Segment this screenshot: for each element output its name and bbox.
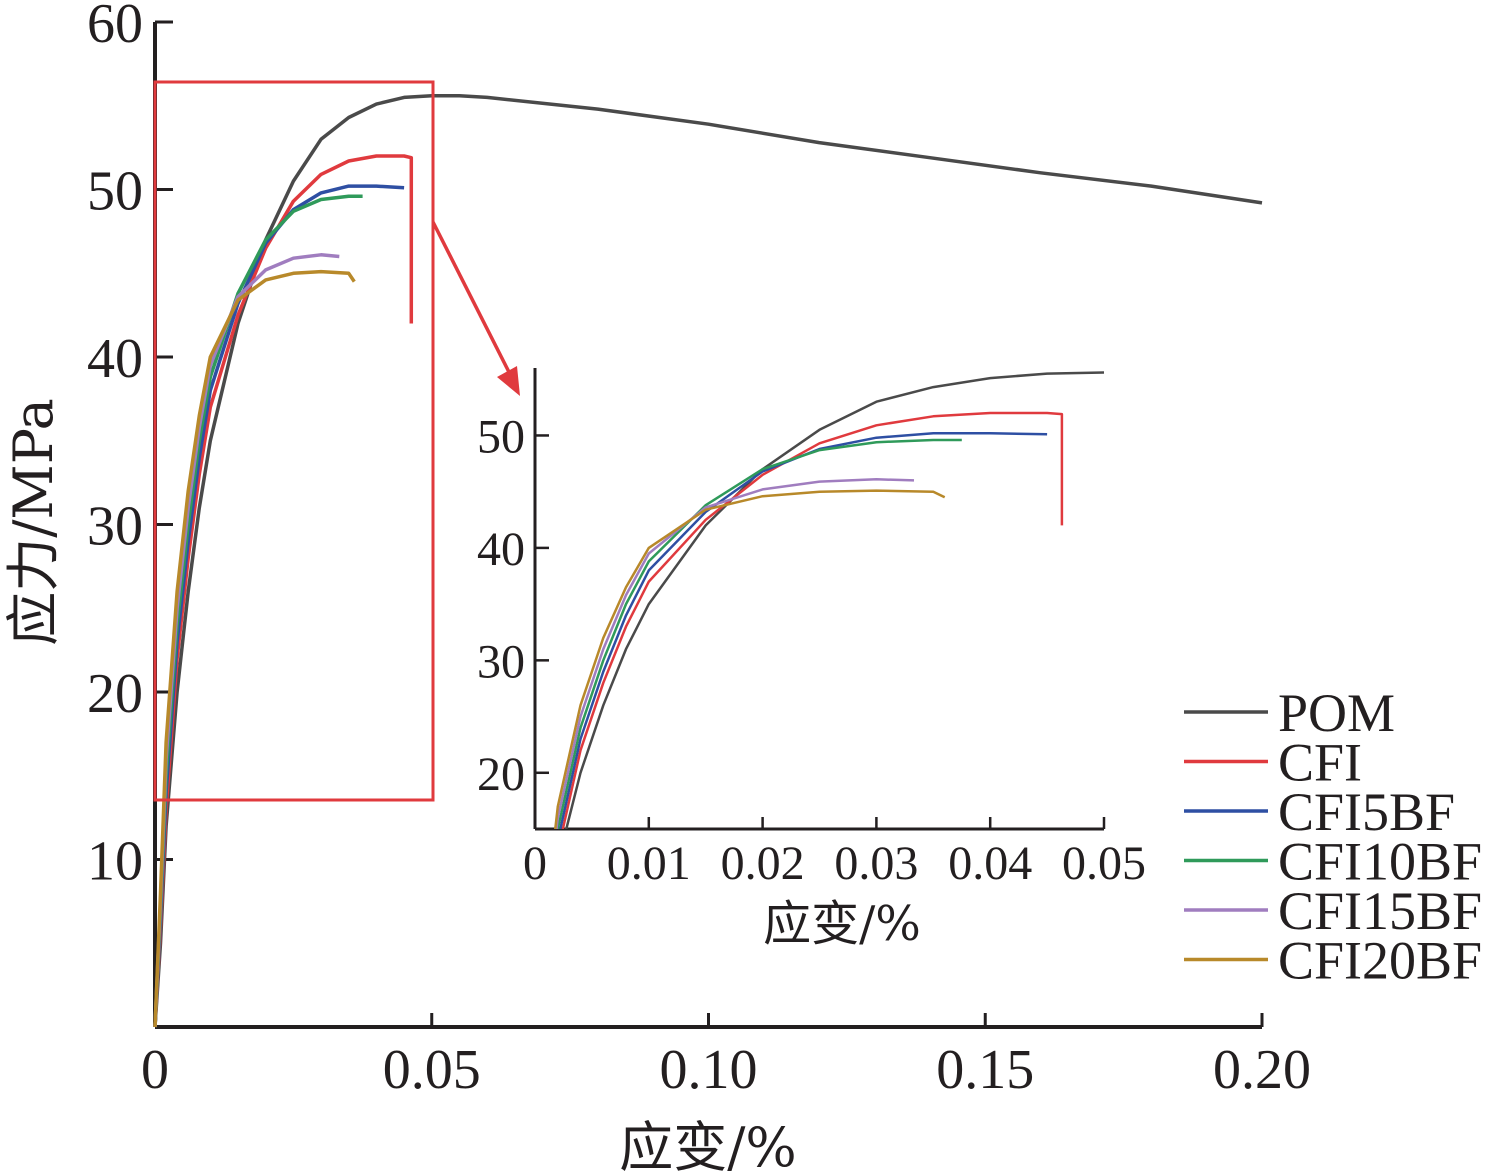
main-x-tick-label: 0.15 xyxy=(936,1039,1034,1101)
inset-y-tick-label: 40 xyxy=(477,523,525,576)
main-y-tick-label: 60 xyxy=(87,0,143,55)
inset-y-tick-label: 20 xyxy=(477,748,525,801)
main-series-cfi xyxy=(153,154,414,1028)
inset-x-tick-label: 0.03 xyxy=(834,837,918,890)
zoom-arrow-head xyxy=(497,366,520,396)
main-x-tick-label: 0.10 xyxy=(660,1039,758,1101)
zoom-arrow-line xyxy=(431,221,514,379)
inset-x-tick-label: 0 xyxy=(523,837,547,890)
inset-ticks: 0 0.01 0.02 0.03 0.04 0.05 20 30 40 50 xyxy=(477,410,1146,890)
legend-label-cfi20bf: CFI20BF xyxy=(1278,931,1482,991)
zoom-box xyxy=(153,80,435,802)
inset-series-cfi5bf xyxy=(559,431,1048,829)
inset-series-cfi20bf xyxy=(554,489,946,829)
legend-label-cfi10bf: CFI10BF xyxy=(1278,832,1482,892)
inset-x-axis-title: 应变/% xyxy=(763,896,921,952)
legend-label-cfi: CFI xyxy=(1278,733,1362,793)
inset-x-tick-label: 0.02 xyxy=(721,837,805,890)
main-y-tick-label: 40 xyxy=(87,328,143,390)
main-y-tick-label: 10 xyxy=(87,831,143,893)
inset-y-tick-label: 30 xyxy=(477,635,525,688)
inset-y-tick-label: 50 xyxy=(477,410,525,463)
main-series-lines xyxy=(153,93,1263,1028)
main-series-cfi20bf xyxy=(153,269,356,1028)
inset-series-cfi15bf xyxy=(555,478,915,829)
inset-x-tick-label: 0.04 xyxy=(948,837,1032,890)
inset-series-lines xyxy=(554,371,1105,829)
main-series-cfi5bf xyxy=(153,184,405,1028)
zoom-indicator xyxy=(153,80,520,802)
main-y-axis-title: 应力/MPa xyxy=(2,398,65,646)
legend-label-cfi5bf: CFI5BF xyxy=(1278,782,1455,842)
inset-x-tick-label: 0.01 xyxy=(607,837,691,890)
main-series-pom xyxy=(153,93,1263,1028)
inset-series-cfi10bf xyxy=(556,438,962,829)
inset-plot: 0 0.01 0.02 0.03 0.04 0.05 20 30 40 50 应变/% xyxy=(477,368,1146,952)
inset-series-pom xyxy=(565,371,1105,829)
legend-label-pom: POM xyxy=(1278,683,1395,743)
main-y-tick-label: 50 xyxy=(87,161,143,223)
main-x-tick-label: 0.20 xyxy=(1213,1039,1311,1101)
main-x-axis-title: 应变/% xyxy=(619,1116,797,1173)
main-x-tick-label: 0 xyxy=(141,1039,169,1101)
main-plot: 0 0.05 0.10 0.15 0.20 10 20 30 40 50 60 应变/% 应力/MP… xyxy=(2,0,1311,1173)
main-y-tick-label: 20 xyxy=(87,663,143,725)
inset-x-tick-label: 0.05 xyxy=(1062,837,1146,890)
legend-label-cfi15bf: CFI15BF xyxy=(1278,881,1482,941)
main-ticks: 0 0.05 0.10 0.15 0.20 10 20 30 40 50 60 xyxy=(87,0,1311,1101)
main-y-tick-label: 30 xyxy=(87,496,143,558)
main-x-tick-label: 0.05 xyxy=(383,1039,481,1101)
